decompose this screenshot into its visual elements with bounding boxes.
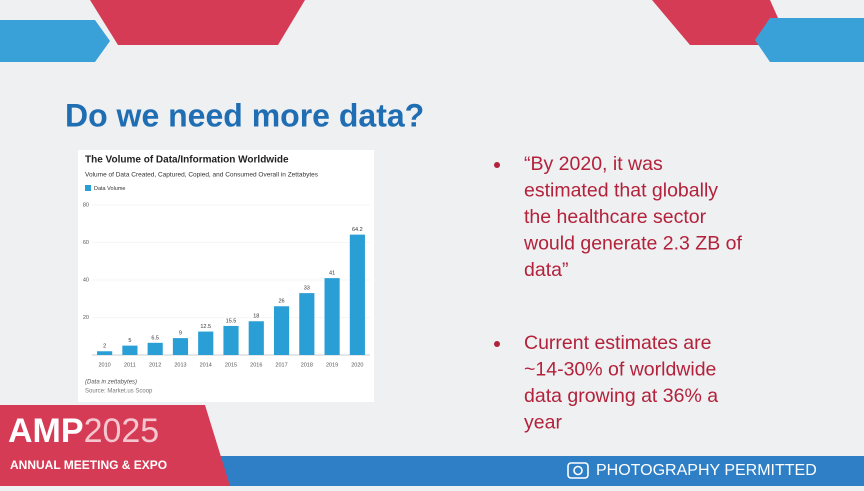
x-tick-label: 2012 (149, 362, 161, 368)
slide-title: Do we need more data? (65, 97, 424, 133)
value-label: 5 (128, 338, 131, 344)
decor-chevron (0, 20, 110, 62)
bullet-text: data” (524, 259, 568, 281)
y-tick-label: 20 (83, 315, 89, 321)
bar (248, 321, 264, 355)
y-tick-label: 40 (83, 277, 89, 283)
y-tick-label: 80 (83, 202, 89, 208)
logo-tagline: ANNUAL MEETING & EXPO (10, 458, 167, 472)
chart-note: Source: Market.us Scoop (85, 389, 153, 395)
bullet-text: “By 2020, it was (524, 153, 663, 175)
legend-swatch (85, 185, 91, 191)
x-tick-label: 2010 (99, 362, 111, 368)
x-tick-label: 2019 (326, 362, 338, 368)
x-tick-label: 2015 (225, 362, 237, 368)
camera-icon (567, 462, 589, 479)
chart-note: (Data in zettabytes) (85, 380, 137, 386)
bar (172, 338, 189, 355)
bar (324, 278, 340, 355)
legend-label: Data Volume (94, 186, 126, 192)
bullet-dot (494, 162, 500, 168)
bullet-text: year (524, 412, 562, 434)
y-tick-label: 60 (83, 240, 89, 246)
bullet-text: Current estimates are (524, 332, 712, 354)
footer-text: PHOTOGRAPHY PERMITTED (596, 462, 817, 479)
x-tick-label: 2016 (250, 362, 262, 368)
chart-title: The Volume of Data/Information Worldwide (85, 155, 289, 166)
x-tick-label: 2014 (200, 362, 212, 368)
decor-chevron (755, 18, 864, 62)
value-label: 33 (304, 286, 310, 292)
x-tick-label: 2020 (351, 362, 363, 368)
value-label: 9 (179, 331, 182, 337)
value-label: 18 (253, 314, 259, 320)
value-label: 2 (103, 344, 106, 350)
bar (223, 325, 239, 355)
decor-tab (90, 0, 305, 45)
value-label: 6.5 (151, 335, 159, 341)
bullet-text: data growing at 36% a (524, 385, 718, 407)
bullet-text: would generate 2.3 ZB of (523, 233, 742, 255)
chart-panel (78, 150, 374, 402)
value-label: 41 (329, 271, 335, 277)
bar (273, 306, 290, 355)
bullet-text: ~14-30% of worldwide (524, 359, 716, 381)
bullet-text: the healthcare sector (524, 206, 707, 228)
bullet-dot (494, 341, 500, 347)
logo-box (0, 405, 230, 486)
bar (122, 345, 138, 355)
chart-subtitle: Volume of Data Created, Captured, Copied… (85, 172, 319, 179)
footer-band (220, 456, 864, 486)
x-tick-label: 2017 (275, 362, 287, 368)
bar (97, 351, 113, 355)
x-tick-label: 2013 (174, 362, 186, 368)
value-label: 26 (278, 299, 284, 305)
value-label: 12.5 (200, 324, 211, 330)
bar (198, 331, 214, 355)
bullet-text: estimated that globally (524, 180, 718, 202)
value-label: 64.2 (352, 227, 363, 233)
logo-amp: AMP2025 (8, 412, 159, 450)
bar (299, 293, 315, 355)
x-tick-label: 2018 (301, 362, 313, 368)
bar (349, 234, 365, 355)
bar (147, 342, 163, 355)
decor-tab (652, 0, 790, 45)
x-tick-label: 2011 (124, 362, 136, 368)
value-label: 15.5 (226, 318, 237, 324)
